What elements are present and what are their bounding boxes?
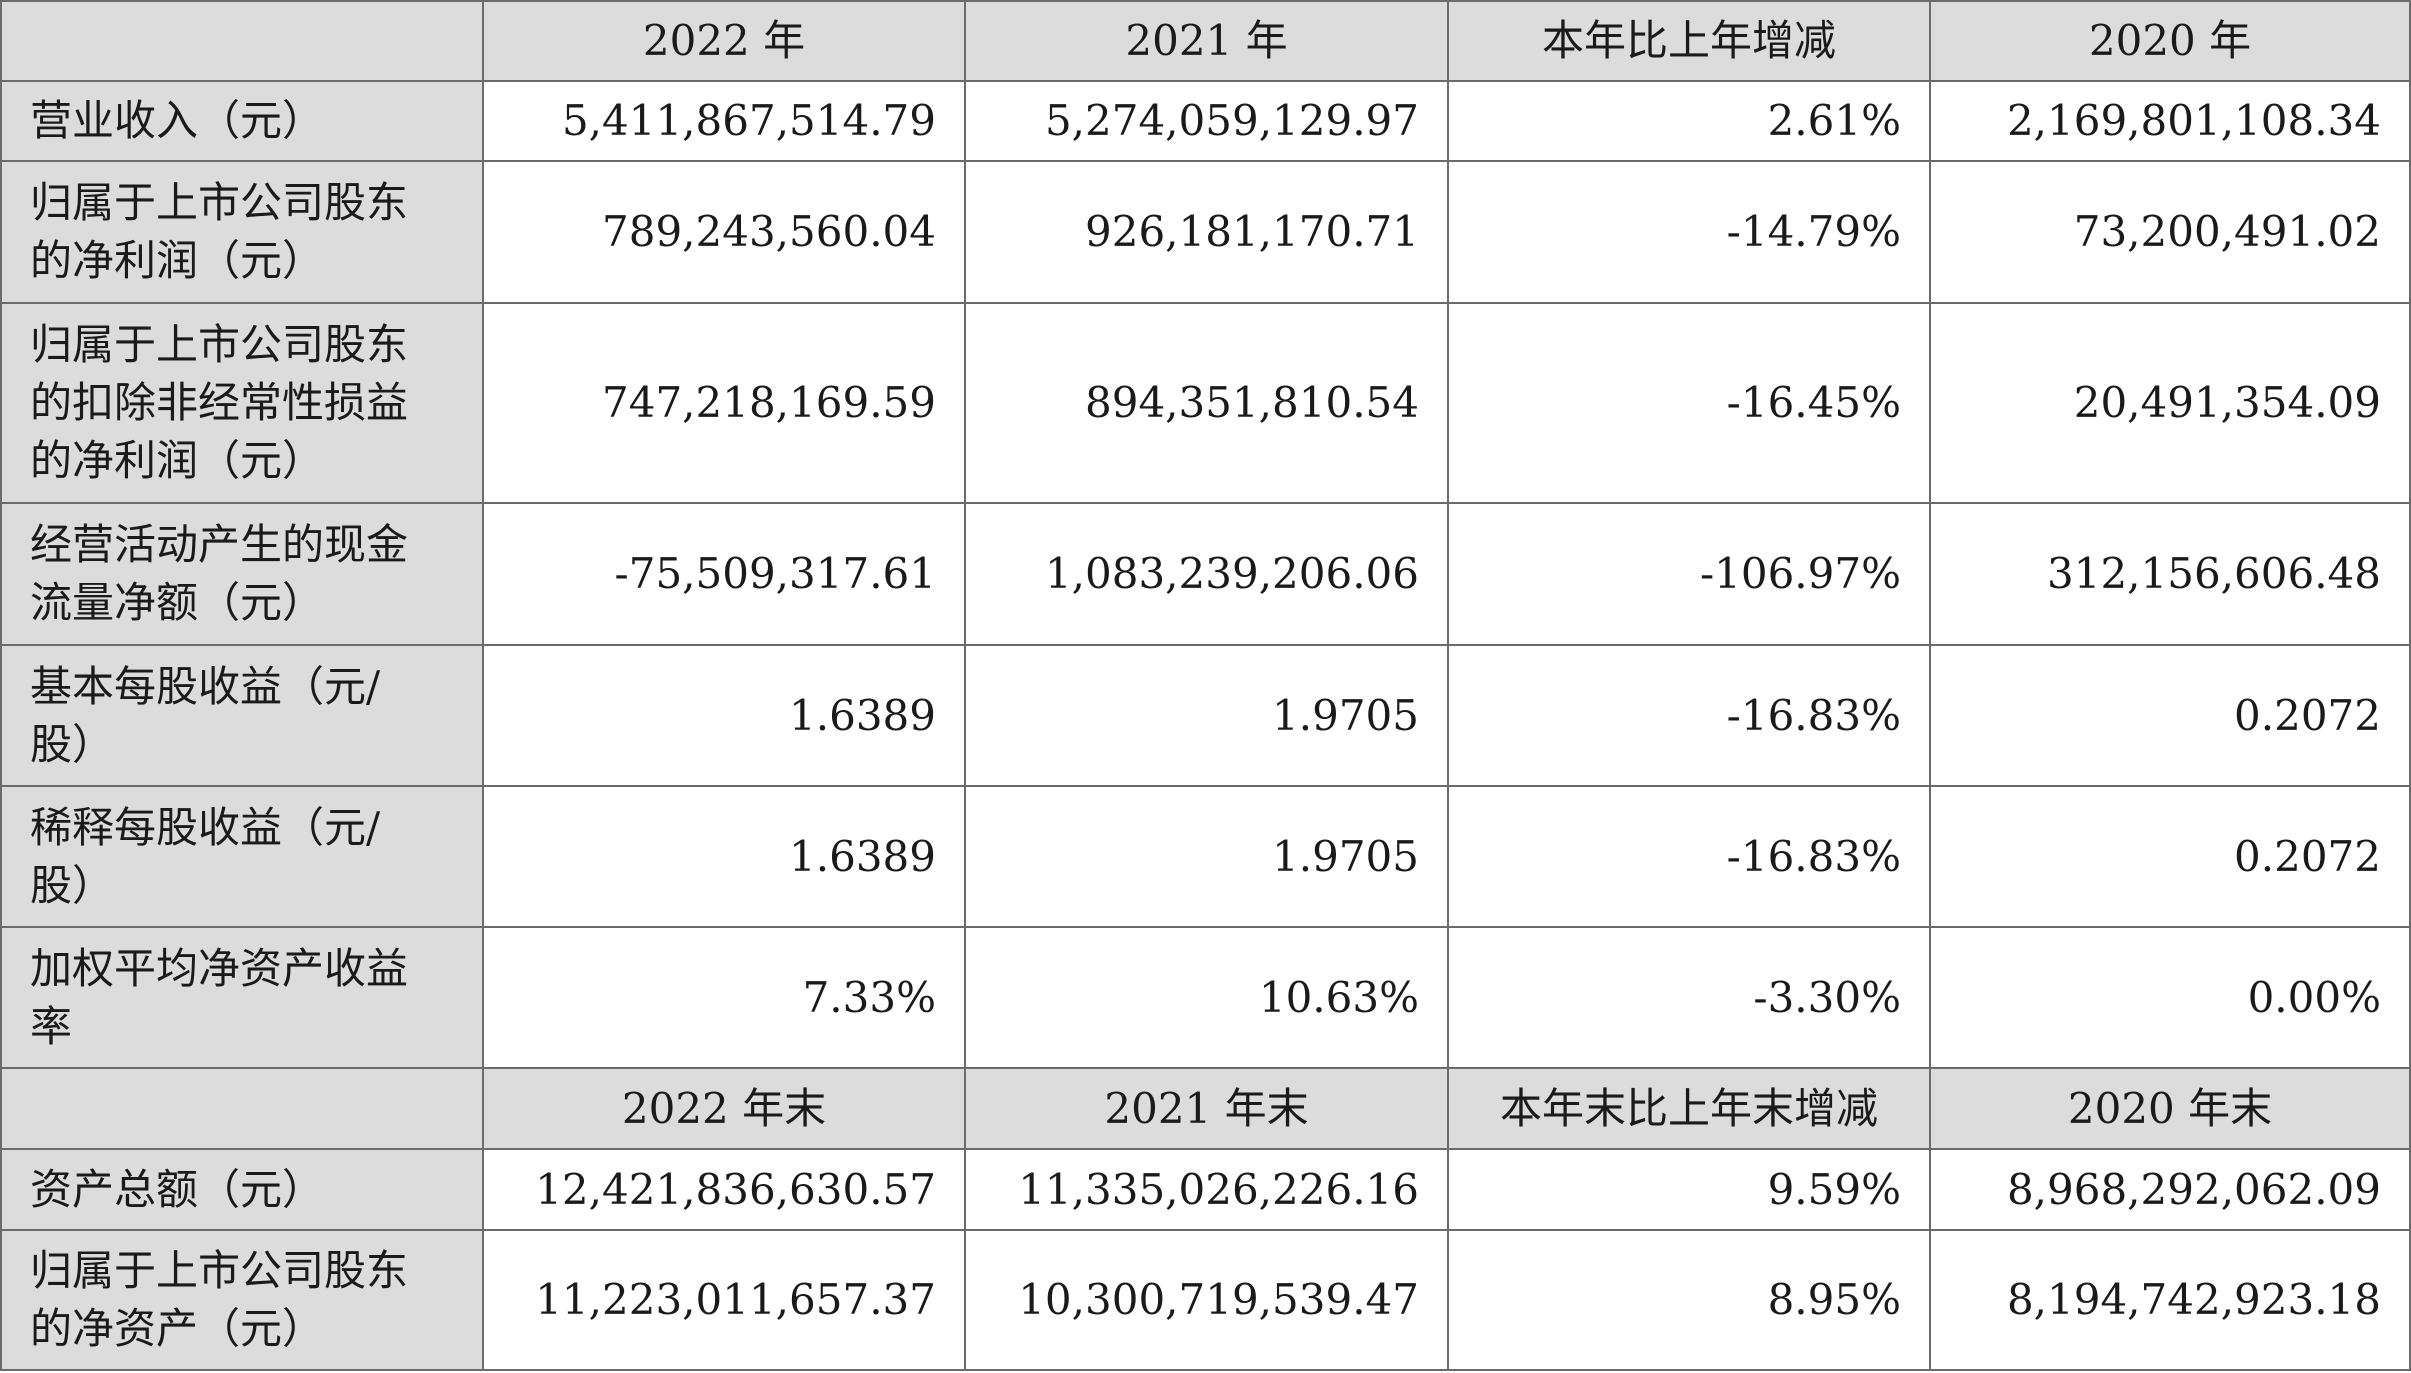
row-label-line: 股） (30, 719, 115, 769)
row-label: 营业收入（元） (0, 80, 484, 162)
value-change: -106.97% (1447, 502, 1931, 646)
table-row-net-assets: 归属于上市公司股东 的净资产（元） 11,223,011,657.37 10,30… (0, 1229, 2411, 1371)
header-row-annual: 2022 年 2021 年 本年比上年增减 2020 年 (0, 0, 2411, 82)
value-2021: 11,335,026,226.16 (964, 1148, 1449, 1231)
row-label: 加权平均净资产收益率 (0, 926, 484, 1069)
row-label: 基本每股收益（元/股） (0, 644, 484, 787)
value-2020: 0.00% (1929, 926, 2411, 1069)
value-2021: 1,083,239,206.06 (964, 502, 1449, 646)
row-label-line: 稀释每股收益（元/ (30, 802, 381, 852)
value-2022: 1.6389 (482, 644, 966, 787)
header-2021: 2021 年 (964, 0, 1449, 82)
value-2021: 926,181,170.71 (964, 160, 1449, 304)
header-2021-end: 2021 年末 (964, 1067, 1449, 1150)
row-label-line: 加权平均净资产收益 (30, 943, 409, 993)
value-change: 2.61% (1447, 80, 1931, 162)
table-row-operating-revenue: 营业收入（元） 5,411,867,514.79 5,274,059,129.9… (0, 80, 2411, 162)
value-2022: 5,411,867,514.79 (482, 80, 966, 162)
row-label-line: 归属于上市公司股东 (30, 1246, 409, 1295)
value-2021: 894,351,810.54 (964, 302, 1449, 504)
header-2022: 2022 年 (482, 0, 966, 82)
row-label-line: 的扣除非经常性损益 (30, 378, 409, 427)
value-change: 8.95% (1447, 1229, 1931, 1371)
value-2021: 10.63% (964, 926, 1449, 1069)
value-2021: 1.9705 (964, 785, 1449, 928)
row-label: 归属于上市公司股东 的扣除非经常性损益 的净利润（元） (0, 302, 484, 504)
row-label: 归属于上市公司股东 的净资产（元） (0, 1229, 484, 1371)
value-2020: 8,194,742,923.18 (1929, 1229, 2411, 1371)
table-row-diluted-eps: 稀释每股收益（元/股） 1.6389 1.9705 -16.83% 0.2072 (0, 785, 2411, 928)
row-label-line: 经营活动产生的现金 (30, 520, 409, 569)
value-2021: 10,300,719,539.47 (964, 1229, 1449, 1371)
value-change: -14.79% (1447, 160, 1931, 304)
value-change: -3.30% (1447, 926, 1931, 1069)
value-2022: 1.6389 (482, 785, 966, 928)
table-row-operating-cash-flow: 经营活动产生的现金 流量净额（元） -75,509,317.61 1,083,23… (0, 502, 2411, 646)
row-label-line: 的净资产（元） (30, 1304, 325, 1353)
table-row-net-profit: 归属于上市公司股东 的净利润（元） 789,243,560.04 926,181,… (0, 160, 2411, 304)
row-label-line: 营业收入（元） (30, 96, 325, 145)
header-2022-end: 2022 年末 (482, 1067, 966, 1150)
header-corner-cell (0, 1067, 484, 1150)
value-change: 9.59% (1447, 1148, 1931, 1231)
row-label-line: 归属于上市公司股东 (30, 320, 409, 369)
row-label-line: 基本每股收益（元/ (30, 661, 381, 711)
table-row-net-profit-deducted: 归属于上市公司股东 的扣除非经常性损益 的净利润（元） 747,218,169.59… (0, 302, 2411, 504)
row-label-line: 资产总额（元） (30, 1164, 325, 1214)
value-2020: 0.2072 (1929, 644, 2411, 787)
header-row-year-end: 2022 年末 2021 年末 本年末比上年末增减 2020 年末 (0, 1067, 2411, 1150)
table-row-weighted-roe: 加权平均净资产收益率 7.33% 10.63% -3.30% 0.00% (0, 926, 2411, 1069)
row-label: 稀释每股收益（元/股） (0, 785, 484, 928)
value-2022: 11,223,011,657.37 (482, 1229, 966, 1371)
header-year-end-change: 本年末比上年末增减 (1447, 1067, 1931, 1150)
row-label: 归属于上市公司股东 的净利润（元） (0, 160, 484, 304)
value-2022: 7.33% (482, 926, 966, 1069)
row-label: 资产总额（元） (0, 1148, 484, 1231)
header-corner-cell (0, 0, 484, 82)
row-label-line: 股） (30, 860, 115, 910)
value-2020: 8,968,292,062.09 (1929, 1148, 2411, 1231)
header-yoy-change: 本年比上年增减 (1447, 0, 1931, 82)
value-2022: 747,218,169.59 (482, 302, 966, 504)
header-2020-end: 2020 年末 (1929, 1067, 2411, 1150)
row-label-line: 归属于上市公司股东 (30, 178, 409, 227)
table-row-basic-eps: 基本每股收益（元/股） 1.6389 1.9705 -16.83% 0.2072 (0, 644, 2411, 787)
row-label-line: 的净利润（元） (30, 436, 325, 485)
value-change: -16.83% (1447, 785, 1931, 928)
row-label-line: 率 (30, 1001, 73, 1051)
value-2022: 12,421,836,630.57 (482, 1148, 966, 1231)
value-2022: 789,243,560.04 (482, 160, 966, 304)
header-2020: 2020 年 (1929, 0, 2411, 82)
value-2020: 312,156,606.48 (1929, 502, 2411, 646)
value-2020: 20,491,354.09 (1929, 302, 2411, 504)
value-2021: 5,274,059,129.97 (964, 80, 1449, 162)
value-2021: 1.9705 (964, 644, 1449, 787)
value-2020: 73,200,491.02 (1929, 160, 2411, 304)
value-change: -16.45% (1447, 302, 1931, 504)
value-2020: 2,169,801,108.34 (1929, 80, 2411, 162)
value-2020: 0.2072 (1929, 785, 2411, 928)
row-label-line: 流量净额（元） (30, 578, 325, 627)
value-2022: -75,509,317.61 (482, 502, 966, 646)
row-label: 经营活动产生的现金 流量净额（元） (0, 502, 484, 646)
value-change: -16.83% (1447, 644, 1931, 787)
table-row-total-assets: 资产总额（元） 12,421,836,630.57 11,335,026,226… (0, 1148, 2411, 1231)
row-label-line: 的净利润（元） (30, 236, 325, 285)
